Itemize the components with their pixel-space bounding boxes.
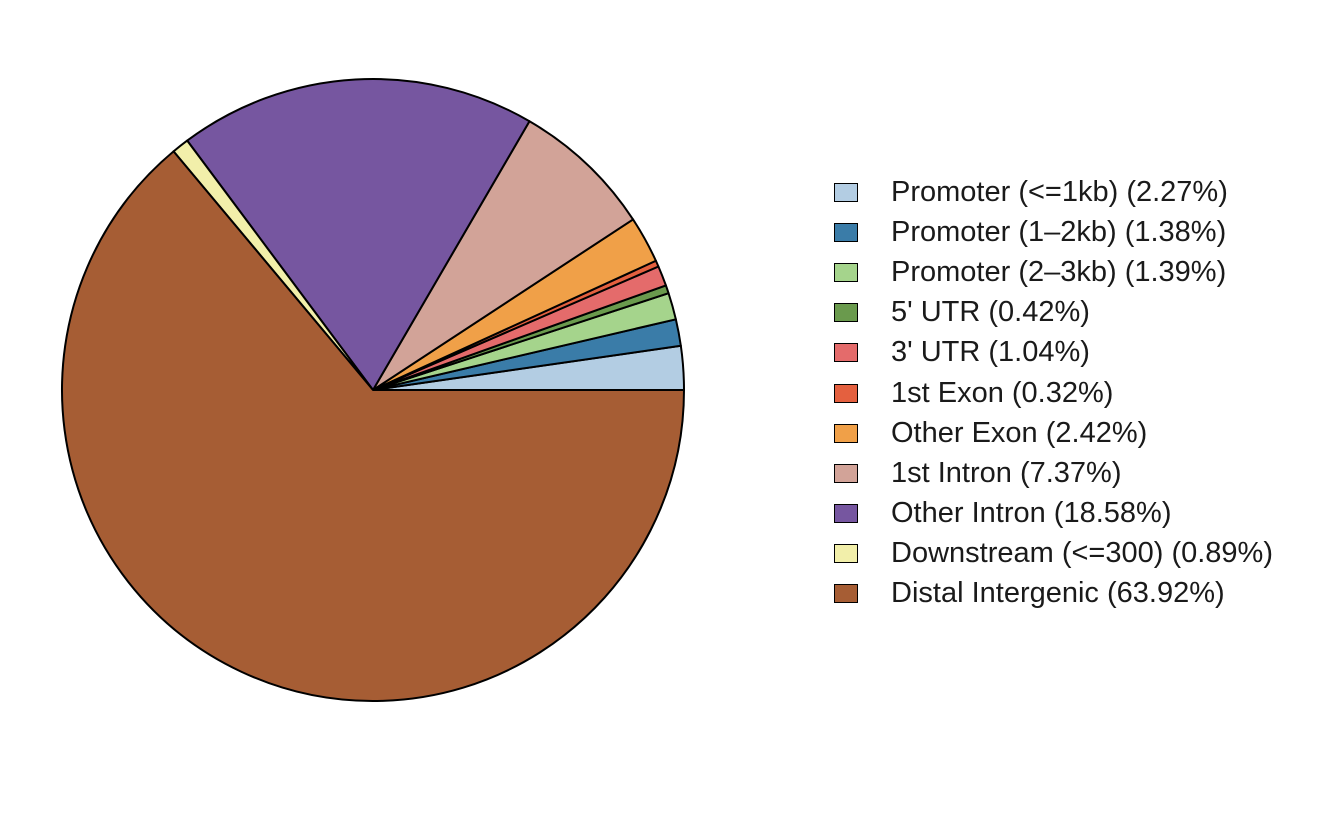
legend-item-4: 3' UTR (1.04%) bbox=[834, 333, 1273, 373]
pie-slice-7 bbox=[372, 120, 635, 391]
legend-swatch bbox=[834, 182, 858, 202]
legend-swatch bbox=[834, 343, 858, 363]
legend-label: Promoter (<=1kb) (2.27%) bbox=[891, 175, 1228, 208]
legend-label: Promoter (1–2kb) (1.38%) bbox=[891, 215, 1227, 248]
legend-item-7: 1st Intron (7.37%) bbox=[834, 453, 1273, 493]
legend-label: Other Intron (18.58%) bbox=[891, 497, 1172, 530]
legend-swatch bbox=[834, 222, 858, 242]
legend-item-8: Other Intron (18.58%) bbox=[834, 494, 1273, 534]
pie-slice-10 bbox=[61, 150, 685, 702]
legend-swatch bbox=[834, 584, 858, 604]
legend-item-0: Promoter (<=1kb) (2.27%) bbox=[834, 172, 1273, 212]
legend-label: 5' UTR (0.42%) bbox=[891, 296, 1090, 329]
legend-swatch bbox=[834, 504, 858, 524]
legend-swatch bbox=[834, 423, 858, 443]
legend-label: Distal Intergenic (63.92%) bbox=[891, 577, 1225, 610]
legend-swatch bbox=[834, 463, 858, 483]
legend-label: Promoter (2–3kb) (1.39%) bbox=[891, 255, 1227, 288]
legend-label: 1st Intron (7.37%) bbox=[891, 456, 1122, 489]
legend-item-9: Downstream (<=300) (0.89%) bbox=[834, 534, 1273, 574]
legend-swatch bbox=[834, 383, 858, 403]
legend-label: Other Exon (2.42%) bbox=[891, 416, 1148, 449]
legend-swatch bbox=[834, 262, 858, 282]
legend-label: Downstream (<=300) (0.89%) bbox=[891, 537, 1273, 570]
legend-label: 1st Exon (0.32%) bbox=[891, 376, 1114, 409]
pie-slice-8 bbox=[186, 78, 531, 391]
legend-item-10: Distal Intergenic (63.92%) bbox=[834, 574, 1273, 614]
legend-item-5: 1st Exon (0.32%) bbox=[834, 373, 1273, 413]
legend-swatch bbox=[834, 303, 858, 323]
legend-swatch bbox=[834, 544, 858, 564]
legend-label: 3' UTR (1.04%) bbox=[891, 336, 1090, 369]
legend-item-6: Other Exon (2.42%) bbox=[834, 413, 1273, 453]
legend-item-1: Promoter (1–2kb) (1.38%) bbox=[834, 212, 1273, 252]
legend-item-2: Promoter (2–3kb) (1.39%) bbox=[834, 252, 1273, 292]
legend: Promoter (<=1kb) (2.27%) Promoter (1–2kb)… bbox=[834, 172, 1273, 614]
legend-item-3: 5' UTR (0.42%) bbox=[834, 293, 1273, 333]
